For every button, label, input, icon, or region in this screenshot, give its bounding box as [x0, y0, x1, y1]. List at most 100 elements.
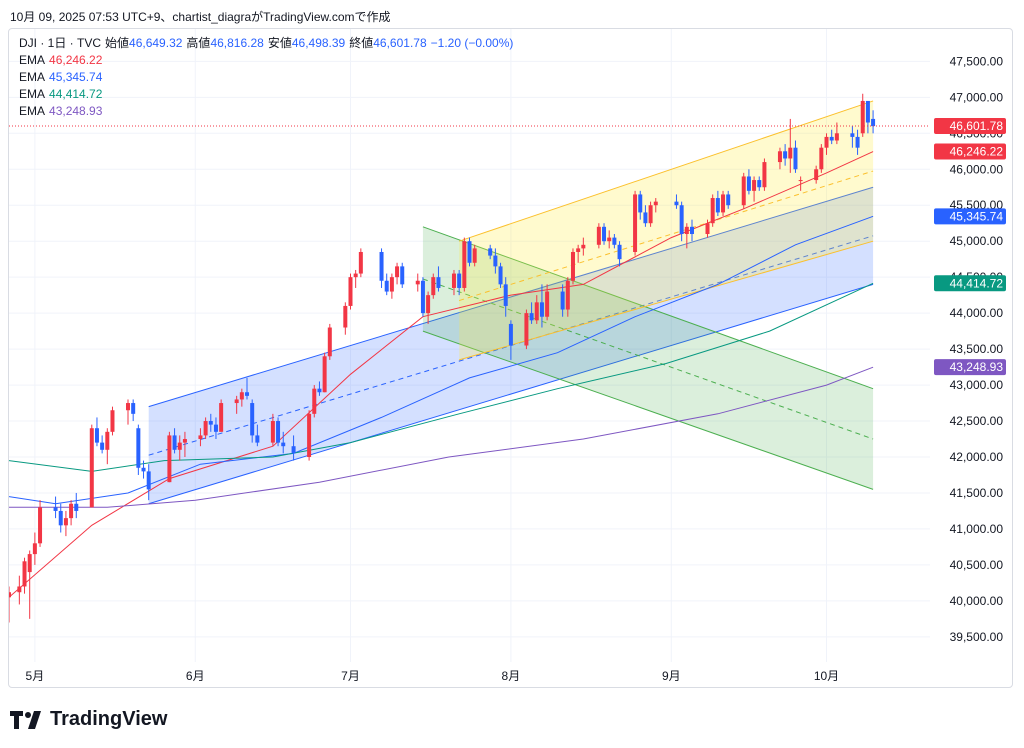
- candle: [141, 460, 146, 479]
- candle: [855, 129, 860, 155]
- candle: [105, 428, 110, 465]
- candle-body: [762, 162, 767, 188]
- candle-body: [493, 255, 498, 267]
- candle-body: [126, 403, 131, 411]
- candle: [746, 169, 751, 195]
- candle: [648, 201, 653, 227]
- candle: [234, 395, 239, 414]
- candle-body: [462, 241, 467, 288]
- candle-body: [746, 176, 751, 191]
- candle: [276, 417, 281, 447]
- x-tick-label: 9月: [662, 669, 681, 683]
- candle-body: [467, 241, 472, 263]
- candle-body: [234, 399, 239, 404]
- chart-legend: DJI · 1日 · TVC 始値 46,649.32 高値 46,816.28 安…: [19, 35, 513, 120]
- candle: [457, 269, 462, 296]
- price-badge-label: 46,601.78: [950, 119, 1004, 133]
- candle: [710, 194, 715, 227]
- ema-row-3[interactable]: EMA 44,414.72: [19, 86, 513, 103]
- candle: [829, 129, 834, 145]
- candle-body: [182, 439, 187, 443]
- candle: [643, 205, 648, 227]
- candle-body: [638, 194, 643, 213]
- candle-body: [684, 226, 689, 235]
- high-label: 高値: [186, 36, 211, 50]
- candle-body: [358, 251, 363, 274]
- ema-line: [9, 151, 874, 598]
- x-tick-label: 8月: [502, 669, 521, 683]
- candle: [715, 190, 720, 217]
- candle: [814, 165, 819, 184]
- candle: [426, 291, 431, 324]
- y-tick-label: 41,500.00: [950, 486, 1004, 500]
- candle: [503, 277, 508, 317]
- candle: [752, 176, 757, 202]
- y-tick-label: 44,000.00: [950, 306, 1004, 320]
- ema-label: EMA: [19, 70, 46, 84]
- chart-frame: [8, 28, 1013, 688]
- ema-row-2[interactable]: EMA 45,345.74: [19, 69, 513, 86]
- candle-body: [472, 248, 477, 263]
- candle: [596, 223, 601, 249]
- candle-body: [38, 507, 43, 544]
- high-value: 46,816.28: [210, 36, 264, 50]
- candle: [384, 273, 389, 296]
- y-tick-label: 42,000.00: [950, 450, 1004, 464]
- ema-row-4[interactable]: EMA 43,248.93: [19, 103, 513, 120]
- candle: [415, 273, 420, 292]
- channel-mid-line: [459, 170, 874, 302]
- candle: [38, 500, 43, 547]
- candle-body: [565, 280, 570, 310]
- ema-label: EMA: [19, 104, 46, 118]
- candle-body: [674, 201, 679, 206]
- candle: [617, 241, 622, 267]
- price-badge-bg: [934, 143, 1006, 160]
- candle-body: [291, 446, 296, 454]
- ema-price-badge: 46,246.22: [934, 143, 1006, 160]
- candle-body: [250, 403, 255, 436]
- y-tick-label: 45,000.00: [950, 234, 1004, 248]
- candle: [27, 550, 32, 619]
- ema-line: [9, 366, 874, 508]
- candle-body: [871, 118, 876, 127]
- candle-body: [58, 510, 63, 526]
- candle-body: [100, 442, 105, 450]
- candle: [172, 428, 177, 454]
- candle-body: [379, 251, 384, 281]
- candle: [653, 198, 658, 213]
- candle: [524, 309, 529, 350]
- ohlc-row: DJI · 1日 · TVC 始値 46,649.32 高値 46,816.28 安…: [19, 35, 513, 52]
- candle: [53, 496, 58, 519]
- candle: [451, 269, 456, 296]
- low-label: 安値: [267, 36, 292, 50]
- candle-body: [752, 180, 757, 191]
- candle-body: [648, 205, 653, 224]
- candle-body: [576, 248, 581, 252]
- candle-body: [679, 205, 684, 235]
- candle-body: [819, 147, 824, 170]
- ema-line: [9, 215, 874, 505]
- ema-row-1[interactable]: EMA 46,246.22: [19, 52, 513, 69]
- candle: [860, 93, 865, 137]
- y-tick-label: 40,000.00: [950, 594, 1004, 608]
- tradingview-logo[interactable]: TradingView: [10, 708, 167, 731]
- candle: [508, 320, 513, 360]
- candle-body: [617, 244, 622, 260]
- candle-body: [783, 151, 788, 159]
- candle: [379, 248, 384, 288]
- last-price-badge: 46,601.78: [934, 117, 1006, 134]
- price-badge-bg: [934, 275, 1006, 292]
- candle: [865, 100, 870, 134]
- candle: [358, 248, 363, 278]
- candle: [824, 133, 829, 155]
- candle: [757, 176, 762, 191]
- symbol-label[interactable]: DJI · 1日 · TVC: [19, 36, 102, 50]
- candle-body: [560, 291, 565, 310]
- candle-body: [276, 421, 281, 443]
- candle: [281, 431, 286, 454]
- close-label: 終値: [349, 36, 374, 50]
- candle-body: [539, 302, 544, 317]
- candle-body: [860, 100, 865, 134]
- candle-body: [596, 226, 601, 245]
